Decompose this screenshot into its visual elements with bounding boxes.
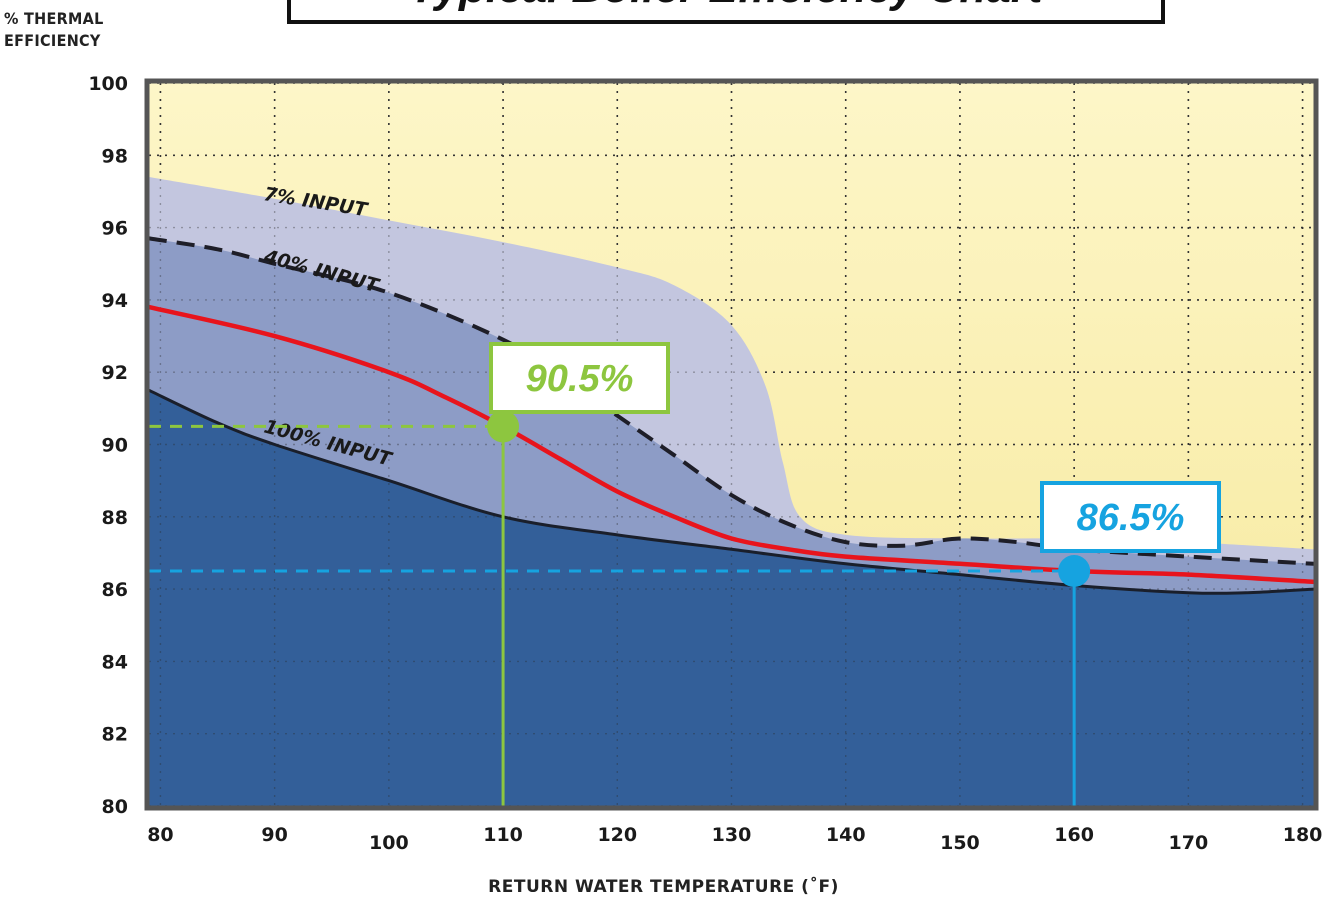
y-tick-80: 80 [102, 796, 128, 818]
y-tick-98: 98 [102, 145, 128, 167]
x-tick-170: 170 [1169, 832, 1209, 854]
y-tick-90: 90 [102, 435, 128, 457]
y-tick-92: 92 [102, 362, 128, 384]
callout-86-5-label: 86.5% [1077, 497, 1185, 539]
x-tick-130: 130 [712, 824, 752, 846]
callout-90-5-box [489, 342, 670, 414]
callout-90-5-marker [487, 410, 520, 443]
callout-86-5-box [1040, 481, 1221, 553]
x-tick-110: 110 [483, 824, 523, 846]
y-axis-label: % THERMAL EFFICIENCY [4, 8, 154, 52]
y-axis-label-text: % THERMAL EFFICIENCY [4, 9, 104, 50]
x-tick-140: 140 [826, 824, 866, 846]
y-tick-84: 84 [102, 651, 128, 673]
chart-title: Typical Boiler Efficiency Chart [409, 0, 1042, 13]
plot-frame [144, 78, 1319, 811]
callout-90-5-label: 90.5% [526, 358, 634, 400]
x-tick-90: 90 [261, 824, 287, 846]
x-tick-150: 150 [940, 832, 980, 854]
band-100-percent [149, 390, 1314, 806]
x-tick-160: 160 [1054, 824, 1094, 846]
y-tick-94: 94 [102, 290, 128, 312]
y-tick-82: 82 [102, 724, 128, 746]
y-tick-88: 88 [102, 507, 128, 529]
x-tick-180: 180 [1283, 824, 1323, 846]
x-tick-120: 120 [597, 824, 637, 846]
x-axis-label-wrap: RETURN WATER TEMPERATURE (˚F) [0, 877, 1327, 897]
y-tick-86: 86 [102, 579, 128, 601]
y-tick-96: 96 [102, 218, 128, 240]
x-tick-100: 100 [369, 832, 409, 854]
chart-title-box: Typical Boiler Efficiency Chart [287, 0, 1165, 24]
y-tick-100: 100 [88, 73, 128, 95]
x-axis-label: RETURN WATER TEMPERATURE (˚F) [488, 877, 839, 897]
callout-86-5-marker [1058, 555, 1091, 588]
curve-100-percent [148, 388, 1315, 595]
x-tick-80: 80 [147, 824, 173, 846]
